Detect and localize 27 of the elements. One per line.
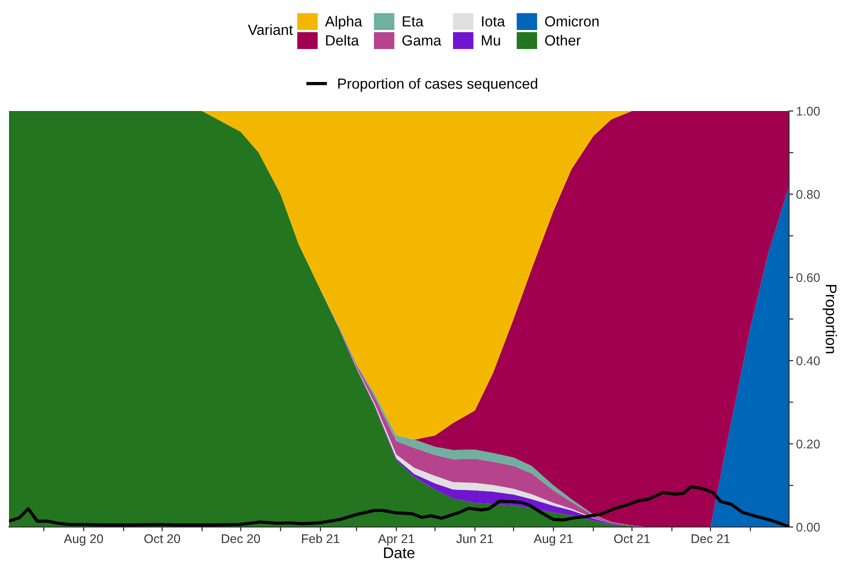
x-tick-label: Oct 20 [144,534,180,544]
legend-label: Omicron [545,16,599,27]
legend-title: Variant [248,24,293,35]
legend-label: Gama [402,35,442,46]
y-axis-title: Proportion [822,285,837,354]
x-tick-label: Aug 21 [534,534,573,546]
y-tick-label: 0.80 [796,190,820,199]
x-tick-label: Dec 20 [222,534,260,544]
legend-label: Alpha [324,16,362,30]
y-tick-label: 0.60 [796,273,820,282]
x-tick-label: Aug 20 [64,534,103,546]
x-axis-title: Date [384,548,414,558]
legend-label: Eta [402,16,424,27]
x-tick-label: Apr 21 [378,534,414,546]
y-tick-label: 1.00 [796,106,820,116]
y-tick-label: 0.40 [796,356,820,366]
legend-label: Mu [482,35,500,46]
legend-label: Delta [326,34,359,46]
legend-label: Iota [482,16,506,27]
x-tick-label: Feb 21 [302,534,340,544]
x-tick-label: Jun 21 [456,534,494,544]
x-tick-label: Oct 21 [614,534,650,544]
legend-label: Proportion of cases sequenced [338,78,538,92]
x-tick-label: Dec 21 [692,534,730,544]
y-tick-label: 0.00 [796,522,820,532]
y-tick-label: 0.20 [796,440,820,448]
legend-label: Other [545,34,581,46]
